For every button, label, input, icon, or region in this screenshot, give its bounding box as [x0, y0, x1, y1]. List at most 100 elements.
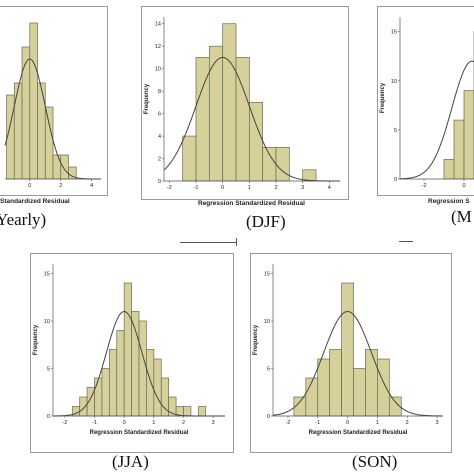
histogram-bar	[377, 358, 390, 417]
row-separator-right	[399, 241, 413, 242]
y-tick-label: 15	[44, 272, 50, 278]
histogram-bar	[305, 377, 319, 417]
histogram-bar	[138, 320, 147, 417]
histogram-bar	[329, 349, 342, 417]
histogram-bar	[453, 119, 465, 180]
panel-label-jja: (JJA)	[112, 452, 149, 471]
histogram-bar	[94, 377, 103, 417]
normal-curve	[4, 58, 101, 180]
histogram-bar	[37, 82, 46, 180]
x-tick-label: 4	[328, 185, 331, 191]
y-tick-label: 5	[267, 367, 270, 373]
histogram-bar	[116, 330, 125, 417]
y-tick-label: 0	[158, 179, 161, 185]
histogram-bar	[317, 358, 331, 417]
plot-area-jja: -2 -1 0 1 2 3 0 5 10 15 Frequency Regression Standa…	[30, 253, 234, 453]
normal-curve	[52, 311, 225, 417]
x-tick-label: -2	[285, 420, 290, 426]
y-axis-label: Frequency	[33, 324, 39, 355]
x-tick-label: 2	[59, 183, 62, 189]
histogram-bar	[443, 159, 455, 180]
histogram-bar	[208, 45, 224, 182]
histogram-yearly: 0 2 4	[4, 22, 101, 189]
y-tick-label: 5	[394, 128, 397, 134]
row-separator-tick	[236, 238, 237, 246]
y-tick-label: 15	[264, 272, 270, 278]
x-tick-label: 0	[462, 183, 465, 189]
histogram-bar	[222, 23, 237, 182]
panel-label-yearly: Yearly)	[0, 210, 47, 229]
x-tick-label: 3	[212, 420, 215, 426]
y-axis-label: Frequency	[380, 82, 386, 113]
normal-curve	[163, 56, 340, 182]
y-tick-label: 14	[155, 22, 161, 28]
histogram-bar	[21, 46, 31, 180]
histogram-bar	[153, 358, 162, 417]
x-axis-label: Regression Standardized Residual	[90, 430, 189, 436]
panel-label-mam: (M	[451, 207, 472, 226]
histogram-bar	[13, 82, 23, 180]
histogram-bar	[183, 406, 192, 417]
histogram-bar	[52, 154, 62, 180]
x-tick-label: 0	[221, 185, 224, 191]
normal-curve	[272, 311, 443, 417]
x-axis-label-yearly: Standardized Residual	[0, 198, 70, 205]
x-tick-label: 2	[406, 420, 409, 426]
x-tick-label: 1	[152, 420, 155, 426]
panel-label-son: (SON)	[352, 452, 398, 471]
y-tick-label: 0	[47, 414, 50, 420]
x-tick-label: -2	[422, 183, 427, 189]
histogram-son: -2 -1 0 1 2 3 0 5 10 15 Frequency Regression Standa…	[253, 264, 443, 436]
x-axis-label-mam: Regression S	[428, 198, 470, 205]
y-tick-label: 4	[158, 134, 161, 140]
x-tick-label: 1	[248, 185, 251, 191]
x-tick-label: 4	[90, 183, 93, 189]
histogram-bar	[365, 349, 378, 417]
x-tick-label: 2	[274, 185, 277, 191]
histogram-jja: -2 -1 0 1 2 3 0 5 10 15 Frequency Regression Standa…	[33, 264, 225, 436]
y-tick-label: 10	[264, 319, 270, 325]
x-tick-label: 0	[123, 420, 126, 426]
x-axis-label: Regression Standardized Residual	[309, 430, 408, 436]
y-tick-label: 6	[158, 112, 161, 118]
y-tick-label: 2	[158, 157, 161, 163]
row-separator-left	[180, 242, 236, 243]
y-tick-label: 5	[47, 367, 50, 373]
x-tick-label: 3	[301, 185, 304, 191]
y-axis-label: Frequency	[253, 324, 259, 355]
histogram-bar	[146, 349, 155, 417]
histogram-bar	[101, 368, 110, 417]
x-tick-label: -1	[92, 420, 97, 426]
histogram-bar	[341, 282, 354, 417]
x-tick-label: 2	[182, 420, 185, 426]
plot-area-yearly: 0 2 4	[0, 6, 108, 196]
y-tick-label: 10	[44, 319, 50, 325]
x-tick-label: -1	[315, 420, 320, 426]
x-tick-label: 0	[346, 420, 349, 426]
histogram-bar	[60, 154, 69, 180]
y-tick-label: 0	[267, 414, 270, 420]
histogram-bar	[248, 102, 264, 182]
histogram-bar	[29, 22, 38, 180]
x-tick-label: -2	[167, 185, 172, 191]
histogram-bar	[44, 106, 54, 180]
x-tick-label: -2	[62, 420, 67, 426]
histogram-bar	[182, 135, 197, 182]
y-tick-label: 8	[158, 89, 161, 95]
histogram-bar	[79, 396, 88, 417]
y-tick-label: 0	[394, 177, 397, 183]
histogram-bar	[108, 349, 118, 417]
histogram-bar	[353, 368, 366, 417]
histogram-bar	[262, 146, 277, 182]
x-tick-label: 3	[436, 420, 439, 426]
y-tick-label: 10	[155, 67, 161, 73]
y-tick-label: 10	[391, 79, 397, 85]
plot-area-mam: -2 0 0 5 10 15 Frequency	[377, 6, 474, 196]
histogram-bar	[123, 282, 132, 417]
histogram-bar	[302, 169, 317, 182]
y-tick-label: 12	[155, 44, 161, 50]
histogram-bar	[197, 406, 207, 417]
x-axis-label-djf: Regression Standardized Residual	[198, 200, 305, 207]
panel-label-djf: (DJF)	[246, 212, 286, 231]
histogram-mam: -2 0 0 5 10 15 Frequency	[380, 17, 474, 189]
